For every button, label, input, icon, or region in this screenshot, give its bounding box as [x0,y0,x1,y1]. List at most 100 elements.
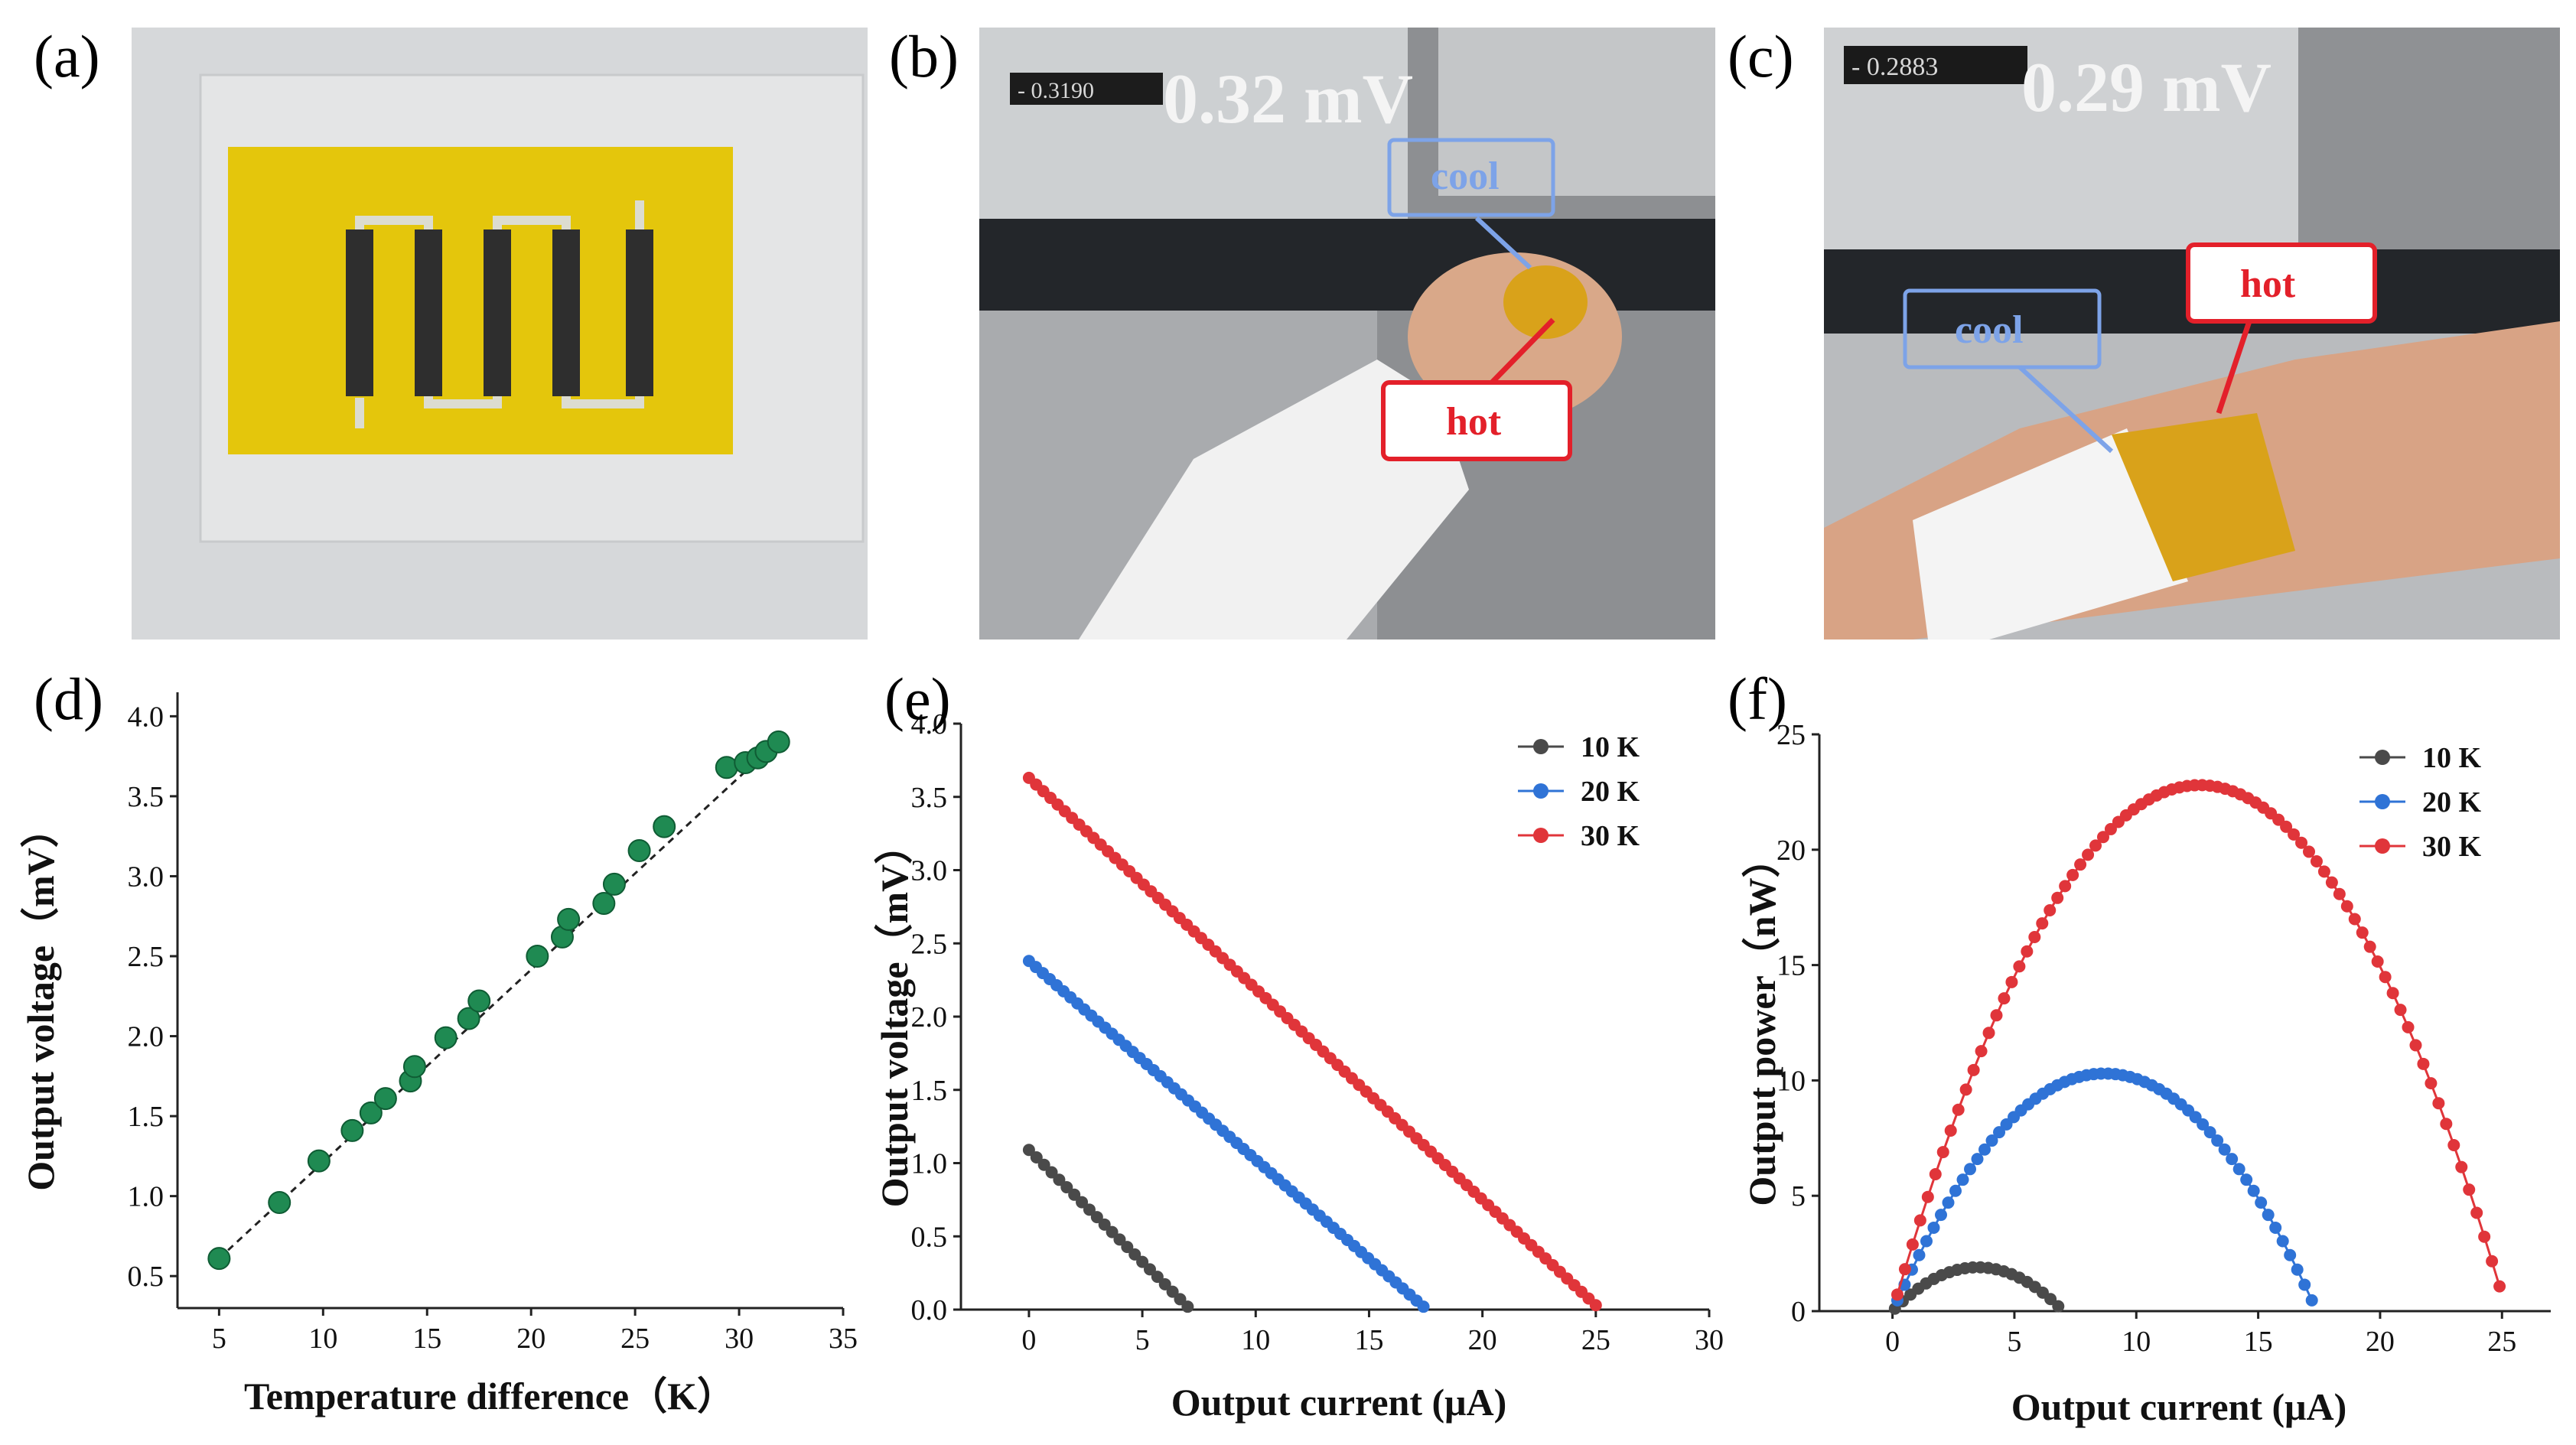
cool-annotation-box [1387,138,1555,217]
legend-label: 10 K [1581,731,1640,763]
series-point-30K [2096,831,2109,844]
series-point-10K [2052,1300,2065,1313]
legend-label: 30 K [2422,831,2482,863]
y-tick-label: 3.0 [128,861,164,893]
power-supply [1438,28,1715,196]
legend-label: 10 K [2422,742,2482,774]
fit-line [218,737,782,1260]
series-point-30K [1929,1168,1942,1181]
series-point-20K [1971,1153,1984,1166]
data-point [268,1191,291,1214]
panel-f-label: (f) [1728,666,1787,732]
y-tick-label: 15 [1776,950,1806,982]
x-tick-label: 0 [1021,1324,1036,1356]
x-tick-label: 20 [1468,1324,1497,1356]
series-point-30K [1898,1263,1911,1276]
series-point-20K [1993,1126,2006,1139]
data-point [307,1149,331,1173]
x-tick-label: 10 [2122,1326,2151,1358]
series-point-10K [1053,1173,1066,1186]
data-point [402,1055,426,1079]
series-point-20K [1964,1163,1977,1176]
series-point-20K [2298,1278,2311,1291]
series-point-30K [2379,971,2392,984]
x-tick-label: 30 [1695,1324,1724,1356]
series-point-30K [1944,1124,1957,1137]
series-point-10K [1166,1285,1179,1298]
series-point-20K [1913,1248,1926,1261]
series-point-20K [2276,1235,2289,1248]
hot-annotation-box [1381,380,1572,461]
hot-arrow [1490,317,1555,385]
data-point [627,839,651,862]
series-point-20K [2218,1143,2231,1156]
series-point-20K [2262,1209,2275,1222]
legend-marker-30K [1533,828,1549,843]
data-point [715,756,738,779]
legend-marker-10K [2375,750,2390,765]
series-point-30K [1589,1299,1602,1312]
series-point-30K [2363,940,2376,953]
y-tick-label: 1.0 [128,1181,164,1213]
series-point-30K [1952,1103,1965,1116]
data-point [359,1101,383,1124]
series-point-10K [1037,1158,1050,1171]
panel-d-label: (d) [34,666,103,732]
series-point-30K [2386,987,2399,1000]
x-axis-title: Output current (μA) [1171,1381,1507,1424]
y-tick-label: 2.0 [911,1001,948,1033]
meter-display [1010,73,1163,105]
data-point [457,1007,480,1030]
series-point-30K [2288,828,2301,841]
legend-marker-10K [1533,739,1549,754]
series-point-20K [1985,1134,1998,1147]
series-point-20K [1920,1235,1933,1248]
data-point [653,815,676,838]
series-point-20K [2211,1134,2224,1147]
legend-label: 20 K [2422,786,2482,819]
y-tick-label: 2.0 [128,1021,164,1053]
series-point-20K [1978,1143,1991,1156]
y-tick-label: 2.5 [911,928,948,960]
panel-c-label: (c) [1728,23,1794,89]
legend-label: 30 K [1581,820,1640,852]
series-point-10K [1174,1293,1187,1306]
series-line-30K [1896,783,2501,1295]
y-tick-label: 2.5 [128,941,164,973]
series-point-20K [2284,1248,2297,1261]
series-point-30K [2066,868,2079,881]
x-tick-label: 30 [725,1323,754,1355]
series-point-10K [1113,1233,1126,1246]
wearable-device [1503,265,1588,339]
data-point [526,945,549,968]
series-point-30K [2455,1160,2468,1173]
series-point-20K [1927,1221,1940,1234]
y-tick-label: 1.5 [128,1101,164,1133]
x-tick-label: 0 [1885,1326,1900,1358]
hot-label: hot [1446,400,1502,444]
x-tick-label: 5 [2007,1326,2021,1358]
series-point-20K [1417,1300,1430,1313]
cool-label: cool [1955,308,2024,352]
series-point-20K [2197,1118,2210,1131]
cool-arrow [2017,365,2114,454]
series-point-30K [1890,1288,1904,1301]
series-point-10K [2044,1293,2057,1306]
series-point-10K [1151,1271,1164,1284]
data-point [434,1026,458,1050]
series-point-30K [2478,1230,2491,1243]
series-point-30K [2394,1004,2407,1017]
y-tick-label: 3.5 [128,781,164,813]
y-tick-label: 20 [1776,835,1806,867]
series-point-30K [2082,848,2095,861]
x-axis-title: Temperature difference（K） [244,1375,735,1417]
data-point [207,1247,231,1271]
data-point [557,907,581,931]
series-point-30K [1906,1238,1919,1251]
y-tick-label: 1.0 [911,1148,948,1180]
series-point-20K [2269,1221,2282,1234]
legend-marker-20K [1533,783,1549,799]
y-tick-label: 10 [1776,1065,1806,1097]
x-tick-label: 20 [516,1323,545,1355]
series-point-30K [2417,1057,2430,1070]
